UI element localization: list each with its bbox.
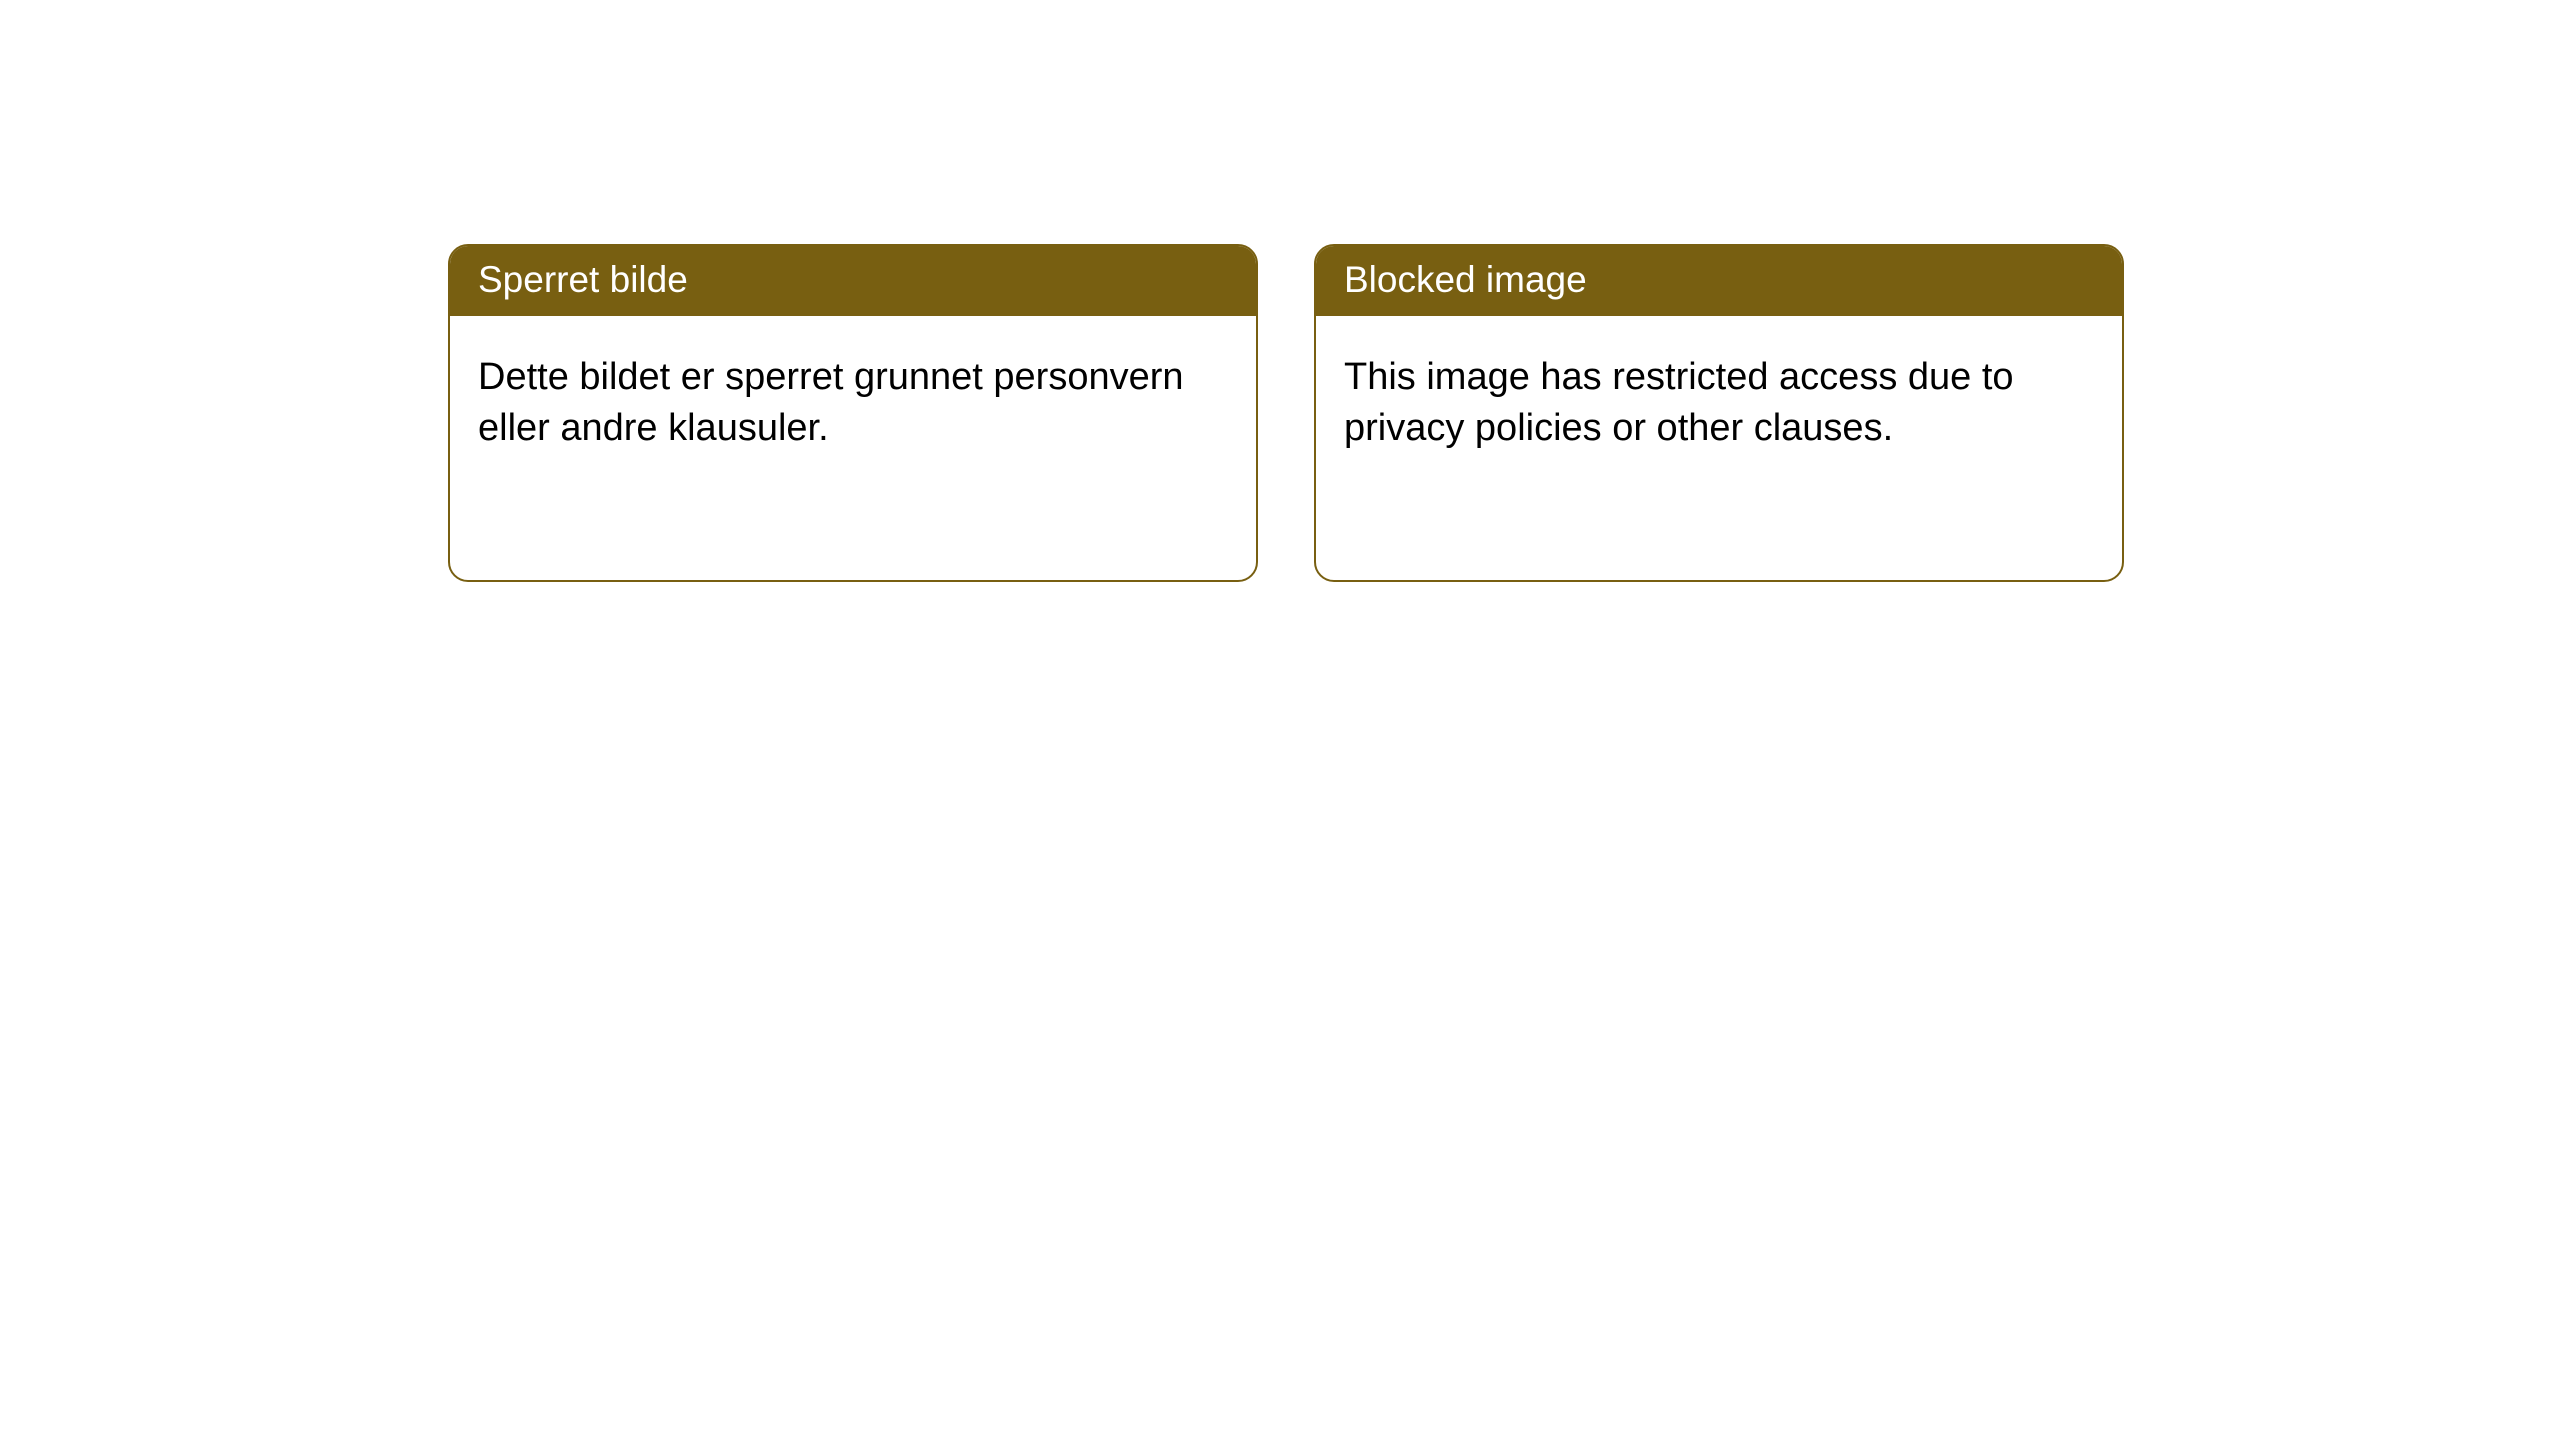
card-body-text: Dette bildet er sperret grunnet personve… [450, 316, 1256, 483]
blocked-image-card-en: Blocked image This image has restricted … [1314, 244, 2124, 582]
notice-container: Sperret bilde Dette bildet er sperret gr… [0, 0, 2560, 582]
blocked-image-card-no: Sperret bilde Dette bildet er sperret gr… [448, 244, 1258, 582]
card-header: Blocked image [1316, 246, 2122, 316]
card-body-text: This image has restricted access due to … [1316, 316, 2122, 483]
card-header: Sperret bilde [450, 246, 1256, 316]
